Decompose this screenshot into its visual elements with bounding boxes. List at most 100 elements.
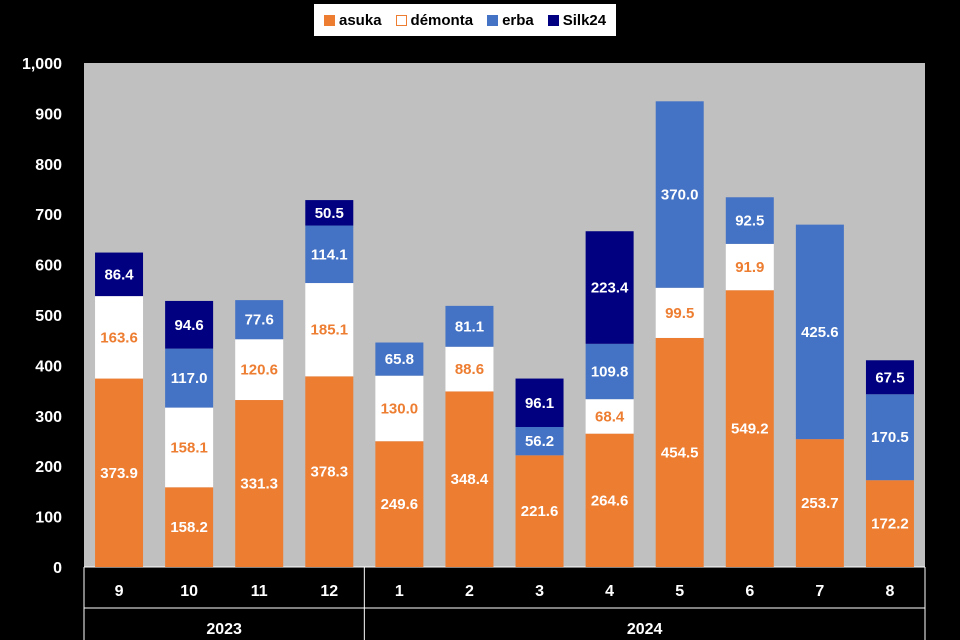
data-label: 120.6 [240,362,278,379]
bar-segment-erba [515,426,564,456]
data-label: 170.5 [871,429,909,446]
bar-segment-démonta [655,287,704,338]
bar-segment-asuka [165,487,214,567]
legend-item-asuka: asuka [324,12,382,29]
data-label: 77.6 [245,312,274,329]
y-tick-label: 1,000 [22,56,62,73]
bar-segment-erba [585,343,634,400]
bar-segment-asuka [235,400,284,567]
data-label: 253.7 [801,495,839,512]
x-tick-label: 8 [886,583,895,600]
bar-segment-démonta [305,283,354,377]
y-tick-label: 400 [35,358,62,375]
y-tick-label: 300 [35,409,62,426]
data-label: 172.2 [871,516,909,533]
data-label: 158.1 [170,439,208,456]
x-tick-label: 2 [465,583,474,600]
bar-segment-erba [795,224,844,440]
x-tick-label: 10 [180,583,198,600]
bar-segment-démonta [585,399,634,434]
y-tick-label: 500 [35,308,62,325]
x-tick-label: 5 [675,583,684,600]
bar-segment-erba [655,101,704,288]
bar-segment-asuka [305,376,354,567]
data-labels: 373.9 163.6 86.4 158.2 158.1 117.0 94.6 331.3 12… [100,187,908,537]
legend: asuka démonta erba Silk24 [314,4,617,36]
data-label: 158.2 [170,519,208,536]
bar-segment-asuka [725,290,774,567]
data-label: 348.4 [451,471,489,488]
bar-segment-démonta [375,375,424,442]
y-tick-label: 700 [35,207,62,224]
bar-segment-erba [445,305,494,347]
bar-segment-démonta [725,243,774,291]
data-label: 249.6 [381,496,419,513]
data-label: 94.6 [175,317,204,334]
data-label: 67.5 [875,369,904,386]
x-tick-label: 7 [815,583,824,600]
bar-segment-asuka [585,433,634,567]
bar-segment-Silk24 [515,378,564,427]
bar-segment-erba [165,348,214,408]
data-label: 65.8 [385,351,414,368]
bar-segment-erba [375,342,424,376]
bar-segment-asuka [375,441,424,567]
data-label: 163.6 [100,329,138,346]
data-label: 223.4 [591,280,629,297]
bar-segment-Silk24 [95,252,144,297]
legend-swatch-erba [487,14,499,26]
legend-item-demonta: démonta [395,11,474,29]
data-label: 185.1 [311,322,349,339]
bar-segment-asuka [95,378,144,567]
legend-item-silk24: Silk24 [547,11,607,29]
data-label: 370.0 [661,187,699,204]
bar-segment-Silk24 [305,200,354,226]
x-tick-label: 12 [320,583,338,600]
data-label: 81.1 [455,318,484,335]
bar-segment-démonta [235,339,284,401]
data-label: 68.4 [595,408,625,425]
data-label: 96.1 [525,395,554,412]
bar-segment-Silk24 [865,360,914,395]
y-tick-label: 900 [35,106,62,123]
data-label: 373.9 [100,465,138,482]
bar-segment-erba [865,394,914,481]
data-label: 130.0 [381,400,419,417]
bar-segment-erba [725,197,774,244]
bar-segment-démonta [165,407,214,488]
data-label: 549.2 [731,421,769,438]
data-label: 221.6 [521,503,559,520]
bar-segment-asuka [795,439,844,567]
bar-segment-asuka [445,391,494,567]
year-group-label: 2024 [627,621,663,638]
x-tick-label: 6 [745,583,754,600]
legend-label-asuka: asuka [339,11,382,29]
data-label: 378.3 [311,464,349,481]
x-tick-label: 9 [115,583,124,600]
data-label: 454.5 [661,444,699,461]
legend-swatch-silk24 [547,14,559,26]
data-label: 88.6 [455,361,484,378]
y-tick-label: 600 [35,258,62,275]
legend-label-silk24: Silk24 [562,11,607,29]
data-label: 425.6 [801,324,839,341]
legend-label-erba: erba [502,11,534,29]
y-tick-label: 100 [35,510,62,527]
legend-item-erba: erba [487,12,534,29]
data-label: 99.5 [665,305,694,322]
data-label: 117.0 [171,370,208,387]
x-tick-label: 1 [395,583,404,600]
legend-label-demonta: démonta [410,11,474,29]
data-label: 50.5 [315,205,344,222]
data-label: 109.8 [591,363,629,380]
bar-segment-démonta [95,296,144,379]
data-label: 91.9 [735,259,764,276]
legend-swatch-demonta [395,14,407,26]
data-label: 56.2 [525,433,554,450]
y-tick-label: 0 [53,560,62,577]
bar-segment-démonta [445,346,494,392]
plot-background [84,63,925,567]
legend-swatch-asuka [324,14,335,26]
x-tick-label: 4 [605,583,614,600]
